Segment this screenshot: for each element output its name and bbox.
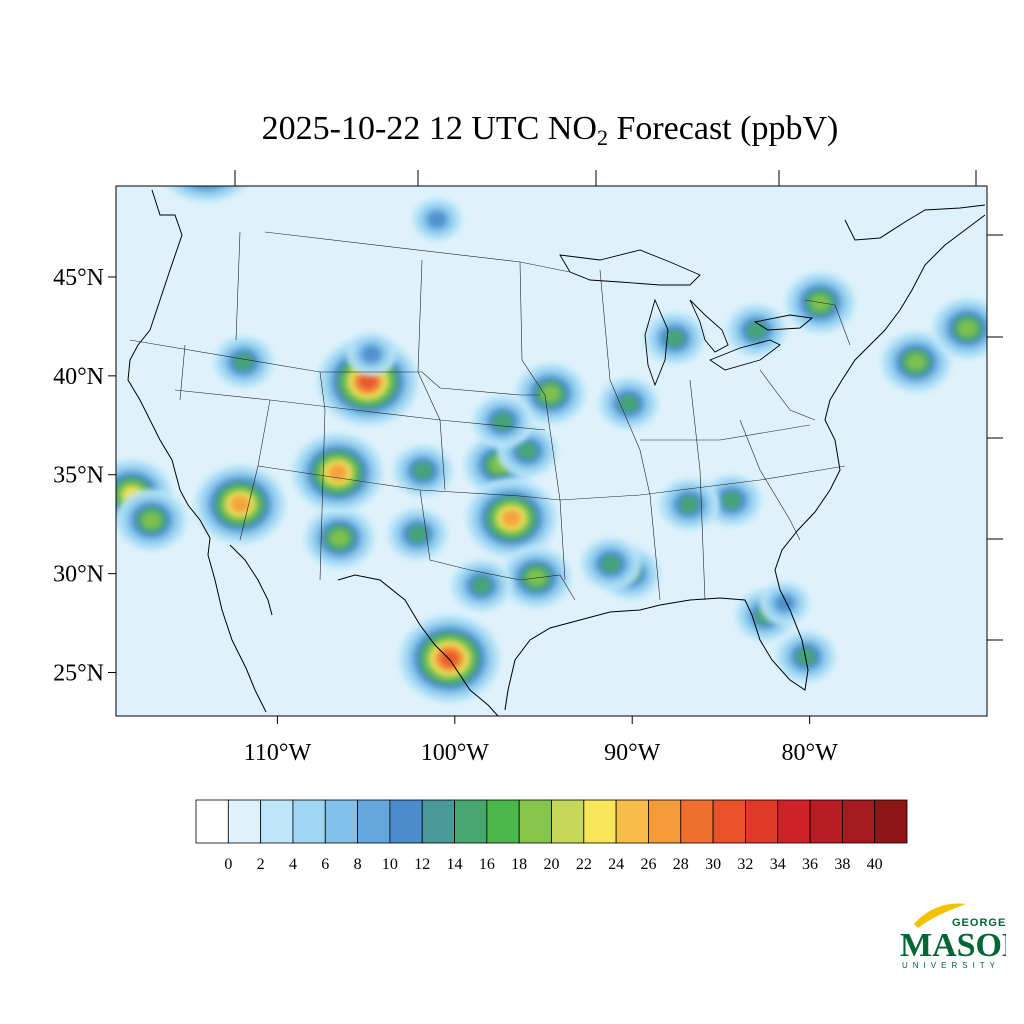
no2-hotspot bbox=[194, 464, 287, 545]
no2-hotspot bbox=[398, 614, 501, 704]
no2-hotspot bbox=[303, 507, 376, 570]
colorbar-label: 34 bbox=[770, 856, 786, 873]
no2-hotspot bbox=[775, 630, 837, 684]
colorbar-label: 38 bbox=[834, 856, 850, 873]
colorbar-label: 30 bbox=[705, 856, 721, 873]
colorbar-label: 40 bbox=[867, 856, 883, 873]
colorbar-label: 22 bbox=[576, 856, 592, 873]
lat-tick-label: 30°N bbox=[53, 562, 104, 588]
colorbar-label: 4 bbox=[289, 856, 297, 873]
no2-hotspot bbox=[580, 537, 642, 591]
no2-hotspot bbox=[213, 335, 275, 389]
colorbar-label: 16 bbox=[479, 856, 495, 873]
colorbar-swatch bbox=[357, 799, 391, 844]
colorbar-swatch bbox=[809, 799, 843, 844]
colorbar-label: 32 bbox=[737, 856, 753, 873]
colorbar-label: 14 bbox=[447, 856, 463, 873]
colorbar-swatch bbox=[324, 799, 358, 844]
no2-hotspot bbox=[116, 489, 188, 552]
coastline bbox=[127, 189, 986, 716]
lat-tick-label: 25°N bbox=[53, 660, 104, 686]
no2-hotspot bbox=[450, 558, 512, 612]
concentration-layer bbox=[24, 186, 987, 704]
colorbar-swatch bbox=[777, 799, 811, 844]
colorbar-label: 12 bbox=[414, 856, 430, 873]
no2-hotspot bbox=[392, 444, 454, 498]
lon-tick-label: 100°W bbox=[421, 740, 490, 766]
map-frame bbox=[115, 185, 988, 717]
colorbar-label: 18 bbox=[511, 856, 527, 873]
no2-hotspot bbox=[500, 546, 573, 609]
title-text: 2025-10-22 12 UTC NO bbox=[261, 110, 597, 147]
colorbar-label: 26 bbox=[640, 856, 656, 873]
colorbar-label: 2 bbox=[257, 856, 265, 873]
no2-hotspot bbox=[644, 311, 706, 365]
colorbar-label: 6 bbox=[321, 856, 329, 873]
no2-hotspot bbox=[725, 303, 787, 357]
map-title: 2025-10-22 12 UTC NO2 Forecast (ppbV) bbox=[0, 110, 1024, 151]
state-borders bbox=[129, 231, 851, 601]
lon-tick-label: 90°W bbox=[604, 740, 661, 766]
no2-hotspot bbox=[759, 581, 811, 626]
lat-tick-label: 40°N bbox=[53, 364, 104, 390]
colorbar-swatch bbox=[454, 799, 488, 844]
colorbar-swatch bbox=[841, 799, 876, 844]
no2-hotspot bbox=[166, 186, 247, 203]
map-axes: 45°N 40°N 35°N 30°N 25°N 110°W 100°W 90°W 80°W bbox=[53, 170, 1003, 766]
logo-george: GEORGE bbox=[952, 917, 1006, 929]
colorbar-swatch bbox=[615, 799, 649, 844]
gmu-logo: GEORGE MASON UNIVERSITY bbox=[900, 903, 1006, 970]
colorbar-label: 8 bbox=[354, 856, 362, 873]
no2-hotspot bbox=[472, 394, 534, 448]
colorbar-swatch bbox=[551, 799, 585, 844]
lon-tick-label: 110°W bbox=[244, 740, 312, 766]
colorbar-swatch bbox=[486, 799, 520, 844]
colorbar-swatch bbox=[518, 799, 552, 844]
no2-hotspot bbox=[880, 331, 952, 394]
logo-university: UNIVERSITY bbox=[902, 961, 1000, 970]
no2-hotspot bbox=[24, 195, 95, 257]
great-lakes bbox=[559, 249, 814, 387]
no2-hotspot bbox=[387, 507, 449, 561]
no2-hotspot bbox=[346, 332, 397, 377]
colorbar-label: 20 bbox=[544, 856, 560, 873]
colorbar-swatch bbox=[648, 799, 682, 844]
no2-hotspot bbox=[411, 197, 463, 242]
no2-hotspot bbox=[658, 477, 720, 531]
colorbar-swatch bbox=[389, 799, 423, 844]
colorbar-swatch bbox=[583, 799, 617, 844]
colorbar-swatch bbox=[292, 799, 326, 844]
colorbar-swatch bbox=[745, 799, 779, 844]
no2-hotspot bbox=[465, 478, 558, 559]
no2-hotspot bbox=[598, 377, 660, 431]
no2-hotspot bbox=[291, 432, 384, 513]
logo-mason: MASON bbox=[900, 927, 1006, 964]
colorbar-swatch bbox=[680, 799, 714, 844]
colorbar-label: 28 bbox=[673, 856, 689, 873]
no2-hotspot bbox=[931, 297, 987, 360]
colorbar-label: 10 bbox=[382, 856, 398, 873]
title-suffix: Forecast (ppbV) bbox=[607, 110, 839, 147]
colorbar-swatch bbox=[227, 799, 262, 844]
colorbar-swatch bbox=[195, 799, 229, 844]
colorbar-swatch bbox=[260, 799, 294, 844]
colorbar-swatch bbox=[421, 799, 455, 844]
lat-tick-label: 35°N bbox=[53, 463, 104, 489]
lat-tick-label: 45°N bbox=[53, 265, 104, 291]
colorbar-label: 36 bbox=[802, 856, 818, 873]
logo-leaf-icon bbox=[914, 903, 966, 928]
title-subscript: 2 bbox=[596, 125, 608, 150]
colorbar: 0 2 4 6 8 10 12 14 16 18 20 22 24 26 28 30 32 34 36 38 40 bbox=[195, 799, 908, 873]
colorbar-swatch bbox=[712, 799, 746, 844]
lon-tick-label: 80°W bbox=[781, 740, 838, 766]
colorbar-label: 0 bbox=[224, 856, 232, 873]
colorbar-swatch bbox=[874, 799, 908, 844]
no2-hotspot bbox=[514, 362, 587, 425]
colorbar-label: 24 bbox=[608, 856, 624, 873]
